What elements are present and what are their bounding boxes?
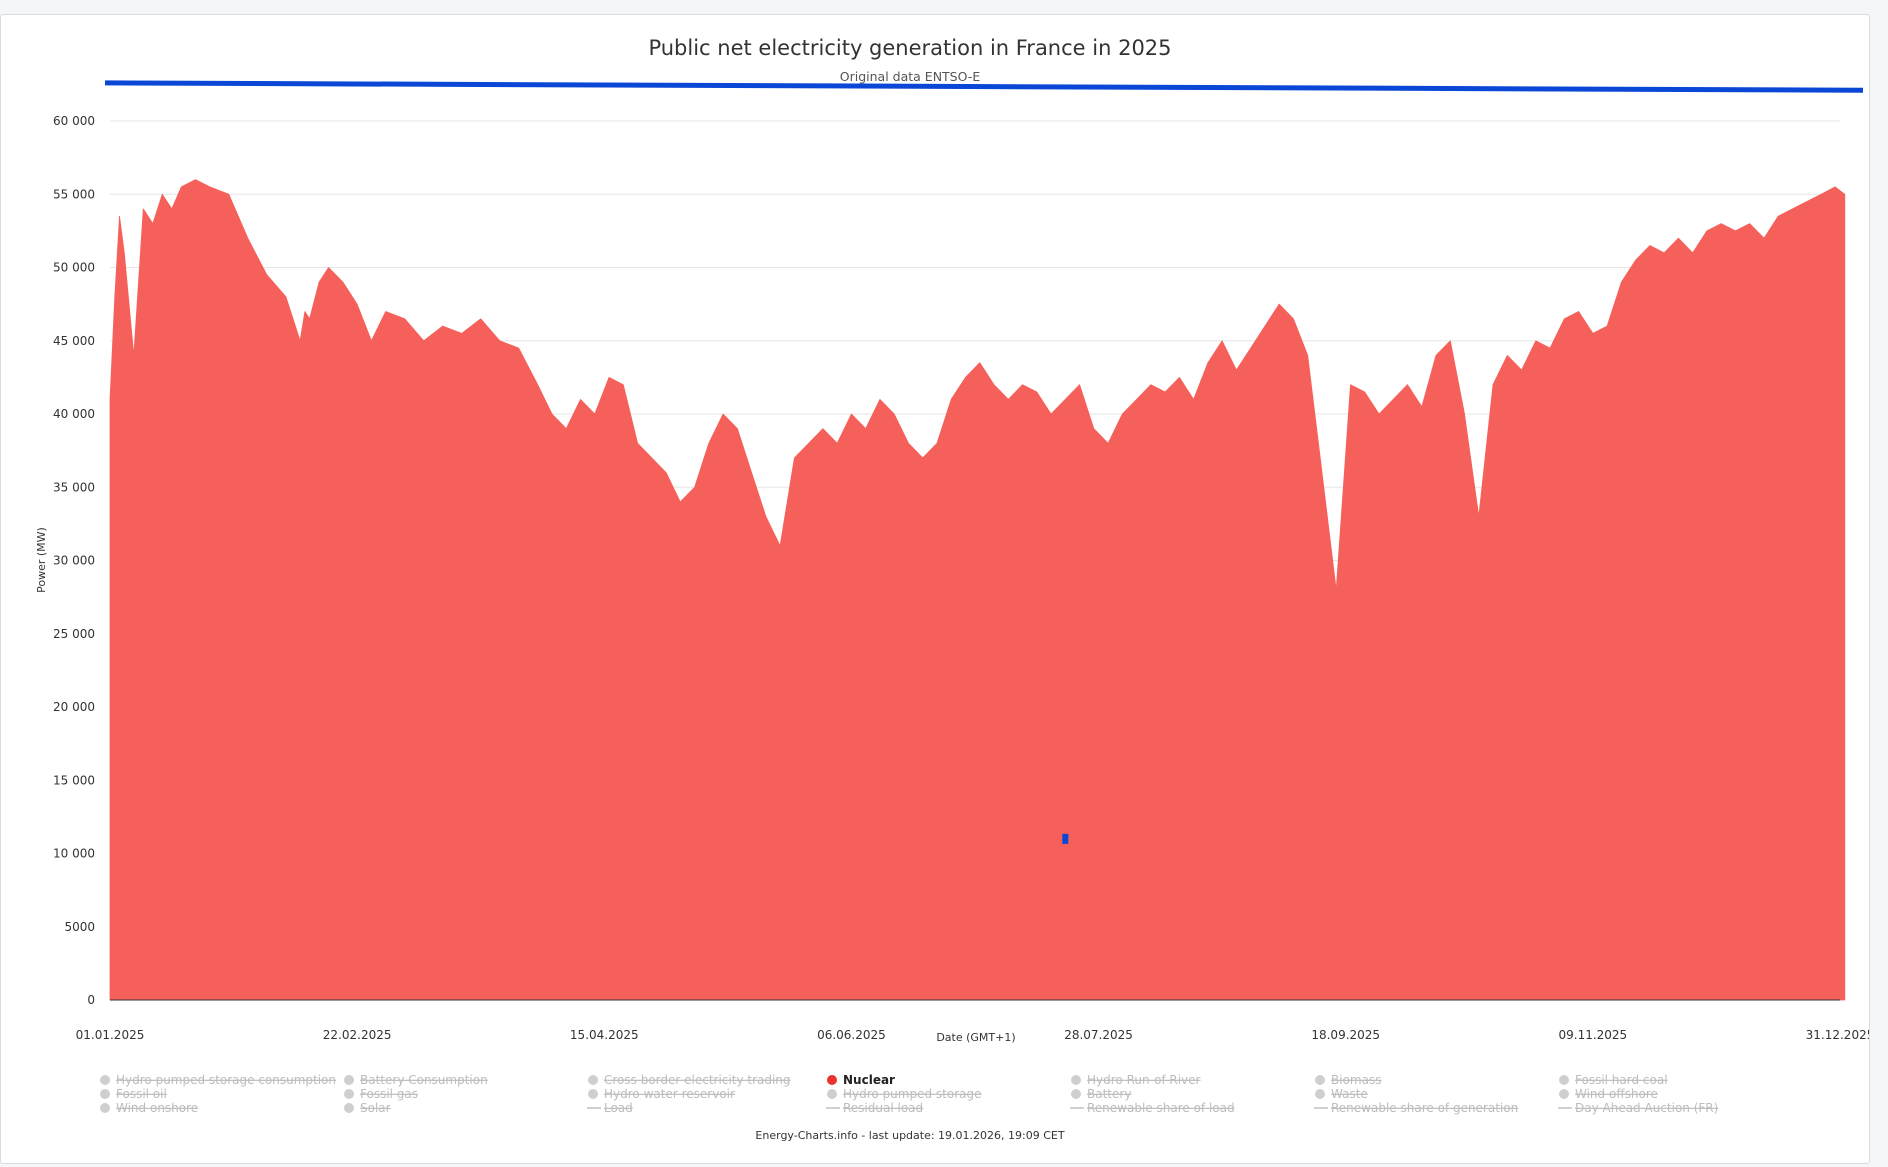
legend-item[interactable]: Solar: [344, 1101, 391, 1115]
legend-marker-dot: [344, 1103, 354, 1113]
legend-label: Hydro pumped storage consumption: [116, 1073, 336, 1087]
y-axis-ticks: 0 5000 10 000 15 000 20 000 25 000 30 000 35 00…: [53, 114, 95, 1007]
y-tick-label: 10 000: [53, 847, 95, 861]
legend-marker-dot: [1315, 1089, 1325, 1099]
x-tick-label: 06.06.2025: [817, 1028, 886, 1042]
legend-item[interactable]: Battery Consumption: [344, 1073, 488, 1087]
y-tick-label: 15 000: [53, 773, 95, 787]
legend-marker-dot: [588, 1089, 598, 1099]
legend-label: Day Ahead Auction (FR): [1575, 1101, 1718, 1115]
reference-line: [104, 80, 1864, 93]
legend-marker-dot: [100, 1075, 110, 1085]
legend-marker-dot: [344, 1075, 354, 1085]
y-tick-label: 40 000: [53, 407, 95, 421]
legend-item[interactable]: Load: [587, 1101, 633, 1115]
chart-subtitle: Original data ENTSO-E: [840, 69, 981, 84]
legend-marker-dot: [588, 1075, 598, 1085]
legend-marker-dot: [1559, 1089, 1569, 1099]
legend-marker-dot: [827, 1089, 837, 1099]
legend-item[interactable]: Wind offshore: [1559, 1087, 1658, 1101]
y-tick-label: 60 000: [53, 114, 95, 128]
legend-label: Residual load: [843, 1101, 923, 1115]
legend-label: Fossil hard coal: [1575, 1073, 1668, 1087]
y-axis-title: Power (MW): [35, 527, 48, 593]
legend-item[interactable]: Day Ahead Auction (FR): [1558, 1101, 1718, 1115]
legend-item[interactable]: Wind onshore: [100, 1101, 198, 1115]
y-tick-label: 0: [87, 993, 95, 1007]
legend-item[interactable]: Hydro pumped storage consumption: [100, 1073, 336, 1087]
legend-item[interactable]: Hydro Run-of-River: [1071, 1073, 1201, 1087]
legend-item[interactable]: Hydro pumped storage: [827, 1087, 982, 1101]
legend-label: Fossil oil: [116, 1087, 167, 1101]
legend-item[interactable]: Residual load: [826, 1101, 923, 1115]
legend-item[interactable]: Waste: [1315, 1087, 1368, 1101]
legend-label: Hydro Run-of-River: [1087, 1073, 1201, 1087]
legend-item[interactable]: Renewable share of generation: [1314, 1101, 1518, 1115]
legend-marker-dot: [100, 1089, 110, 1099]
legend-label: Wind offshore: [1575, 1087, 1658, 1101]
x-tick-label: 18.09.2025: [1311, 1028, 1380, 1042]
legend-label: Cross border electricity trading: [604, 1073, 791, 1087]
y-tick-label: 35 000: [53, 480, 95, 494]
legend-label: Load: [604, 1101, 633, 1115]
legend-label: Waste: [1331, 1087, 1368, 1101]
legend-label: Renewable share of generation: [1331, 1101, 1518, 1115]
legend-label: Battery: [1087, 1087, 1131, 1101]
y-tick-label: 45 000: [53, 334, 95, 348]
legend-label: Renewable share of load: [1087, 1101, 1235, 1115]
legend-label: Wind onshore: [116, 1101, 198, 1115]
legend-item[interactable]: Renewable share of load: [1070, 1101, 1235, 1115]
x-axis-ticks: 01.01.2025 22.02.2025 15.04.2025 06.06.2025…: [76, 1028, 1869, 1042]
y-tick-label: 55 000: [53, 187, 95, 201]
legend-marker-dot: [1559, 1075, 1569, 1085]
x-tick-label: 31.12.2025: [1806, 1028, 1869, 1042]
series-area-layer: [109, 179, 1846, 1001]
y-tick-label: 50 000: [53, 261, 95, 275]
series-area-nuclear: [109, 179, 1846, 1001]
legend-marker-dot: [1071, 1075, 1081, 1085]
legend-item[interactable]: Cross border electricity trading: [588, 1073, 791, 1087]
legend-item[interactable]: Fossil hard coal: [1559, 1073, 1668, 1087]
x-tick-label: 22.02.2025: [323, 1028, 392, 1042]
hover-pointer-marker: [1062, 833, 1069, 844]
y-tick-label: 5000: [64, 920, 95, 934]
legend-label: Hydro pumped storage: [843, 1087, 982, 1101]
legend-item[interactable]: Hydro water reservoir: [588, 1087, 735, 1101]
legend-label: Solar: [360, 1101, 391, 1115]
y-tick-label: 20 000: [53, 700, 95, 714]
legend-label: Hydro water reservoir: [604, 1087, 735, 1101]
chart-card: 0 5000 10 000 15 000 20 000 25 000 30 000 35 00…: [0, 14, 1870, 1164]
legend-label: Battery Consumption: [360, 1073, 488, 1087]
x-tick-label: 28.07.2025: [1064, 1028, 1133, 1042]
chart-canvas: 0 5000 10 000 15 000 20 000 25 000 30 000 35 00…: [35, 36, 1869, 1142]
x-tick-label: 01.01.2025: [76, 1028, 145, 1042]
legend-label: Nuclear: [843, 1073, 895, 1087]
x-tick-label: 15.04.2025: [570, 1028, 639, 1042]
legend-label: Fossil gas: [360, 1087, 418, 1101]
legend-item[interactable]: Nuclear: [827, 1073, 895, 1087]
legend: Hydro pumped storage consumption Battery …: [100, 1073, 1718, 1115]
y-tick-label: 25 000: [53, 627, 95, 641]
legend-label: Biomass: [1331, 1073, 1381, 1087]
legend-item[interactable]: Biomass: [1315, 1073, 1381, 1087]
legend-marker-dot: [344, 1089, 354, 1099]
legend-marker-dot: [827, 1075, 837, 1085]
credit-text: Energy-Charts.info - last update: 19.01.…: [755, 1129, 1064, 1142]
legend-item[interactable]: Fossil gas: [344, 1087, 418, 1101]
legend-marker-dot: [1071, 1089, 1081, 1099]
legend-item[interactable]: Fossil oil: [100, 1087, 167, 1101]
x-axis-title: Date (GMT+1): [936, 1031, 1015, 1044]
chart-title: Public net electricity generation in Fra…: [648, 36, 1171, 60]
legend-marker-dot: [100, 1103, 110, 1113]
legend-item[interactable]: Battery: [1071, 1087, 1131, 1101]
legend-marker-dot: [1315, 1075, 1325, 1085]
reference-line-layer: [104, 80, 1864, 93]
y-tick-label: 30 000: [53, 554, 95, 568]
x-tick-label: 09.11.2025: [1558, 1028, 1627, 1042]
hover-pointer-layer: [1062, 833, 1069, 844]
